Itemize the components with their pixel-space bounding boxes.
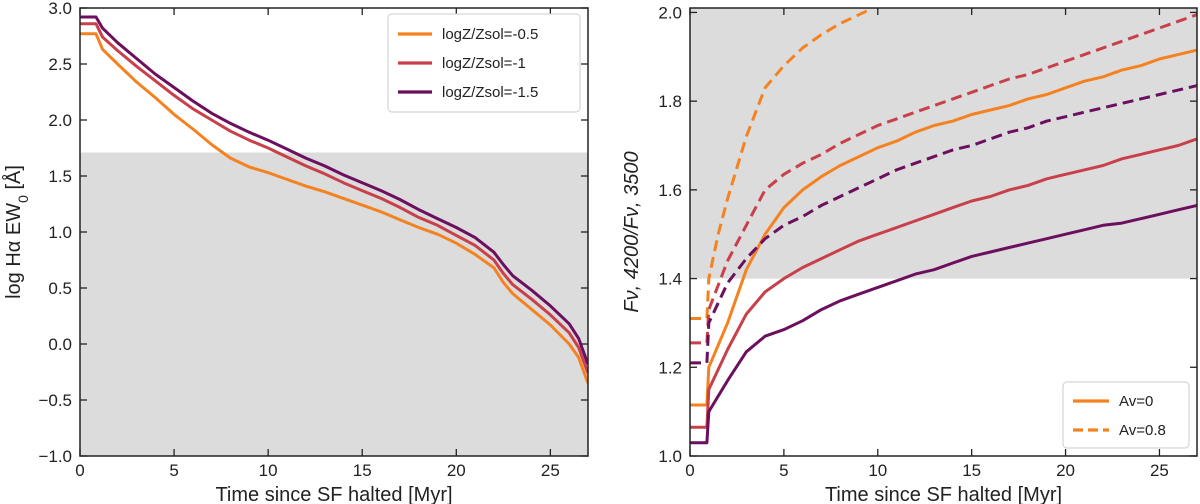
x-tick-label: 20 [447, 461, 466, 480]
legend-label: logZ/Zsol=-0.5 [442, 26, 538, 43]
x-tick-label: 5 [169, 461, 178, 480]
x-tick-label: 5 [779, 461, 788, 480]
x-tick-label: 25 [1150, 461, 1169, 480]
y-axis-title: Fν, 4200/Fν, 3500 [621, 151, 643, 312]
panel-1: 0 5 10 15 20 25 −1.0 −0.5 0.0 0.5 1.0 1.5 2.0 2.5 3.0 T… [2, 0, 589, 504]
legend-label: Av=0.8 [1119, 422, 1166, 439]
series-line-1 [80, 32, 588, 384]
shaded-region [80, 152, 588, 457]
y-tick-label: 1.4 [658, 270, 682, 289]
series-group [80, 15, 588, 384]
series-line-2 [690, 137, 1197, 429]
x-tick-label: 15 [353, 461, 372, 480]
y-axis-title-sub: 0 [15, 195, 31, 203]
legend: logZ/Zsol=-0.5 logZ/Zsol=-1 logZ/Zsol=-1.5 [387, 13, 581, 113]
y-tick-label: 1.8 [658, 92, 682, 111]
series-line-3 [690, 203, 1197, 445]
series-group [690, 8, 1197, 445]
plot-frame [689, 7, 1198, 457]
y-tick-label: 1.6 [658, 181, 682, 200]
x-tick-label: 15 [962, 461, 981, 480]
legend: Av=0 Av=0.8 [1062, 381, 1190, 449]
series-line-4 [690, 8, 870, 320]
legend-label: logZ/Zsol=-1 [442, 55, 526, 72]
x-axis-title: Time since SF halted [Myr] [215, 484, 452, 504]
legend-box [387, 13, 581, 113]
series-line-2 [80, 22, 588, 374]
y-tick-label: −1.0 [38, 447, 72, 466]
x-axis-title: Time since SF halted [Myr] [825, 484, 1062, 504]
x-tick-label: 20 [1056, 461, 1075, 480]
series-line-3 [80, 15, 588, 365]
y-tick-label: 1.5 [48, 167, 72, 186]
y-tick-label: 1.0 [658, 447, 682, 466]
legend-label: logZ/Zsol=-1.5 [442, 84, 538, 101]
shaded-region [690, 8, 1197, 279]
y-tick-label: 2.5 [48, 55, 72, 74]
y-tick-label: 1.0 [48, 223, 72, 242]
x-tick-label: 10 [259, 461, 278, 480]
y-axis-title-main: log Hα EW [3, 203, 25, 299]
y-tick-label: 2.0 [658, 3, 682, 22]
y-tick-label: 3.0 [48, 0, 72, 18]
x-tick-label: 0 [685, 461, 694, 480]
y-axis-title: log Hα EW0 [Å] [2, 165, 31, 299]
y-axis-title-unit: [Å] [2, 165, 25, 195]
series-line-6 [690, 84, 1197, 365]
y-tick-label: 0.5 [48, 279, 72, 298]
y-tick-label: 0.0 [48, 335, 72, 354]
y-tick-label: −0.5 [38, 391, 72, 410]
x-tick-label: 10 [868, 461, 887, 480]
x-tick-label: 0 [75, 461, 84, 480]
y-tick-label: 2.0 [48, 111, 72, 130]
y-tick-label: 1.2 [658, 358, 682, 377]
legend-label: Av=0 [1119, 393, 1153, 410]
panel-2: 0 5 10 15 20 25 1.0 1.2 1.4 1.6 1.8 2.0 Time since S… [621, 3, 1198, 504]
series-line-1 [690, 48, 1197, 407]
x-tick-label: 25 [541, 461, 560, 480]
